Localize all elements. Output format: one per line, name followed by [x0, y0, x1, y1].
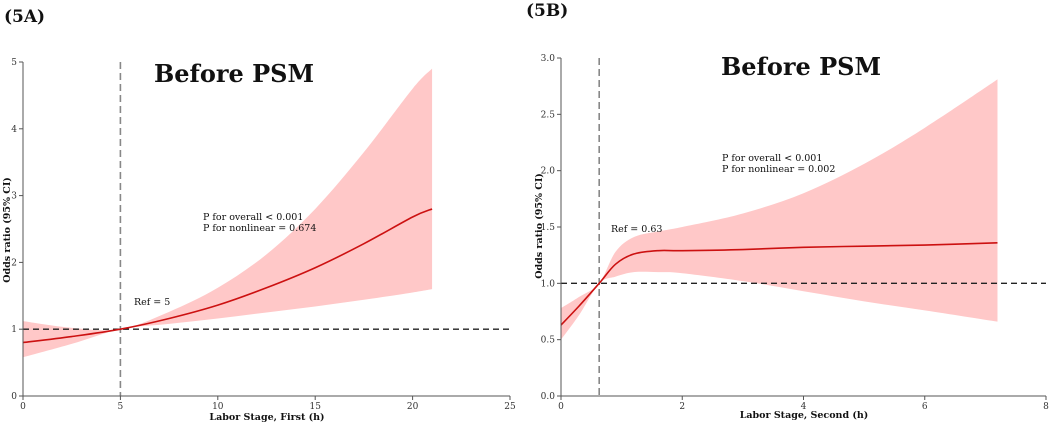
ref-label-5b: Ref = 0.63	[611, 224, 662, 235]
confidence-band	[561, 79, 998, 340]
y-tick-label: 2	[11, 258, 17, 268]
ref-label-5a: Ref = 5	[134, 297, 170, 308]
y-tick-label: 0.5	[541, 336, 556, 346]
annotation-nonlinear-5a: P for nonlinear = 0.674	[203, 223, 316, 234]
panel-5a: (5A) 0 5 10 15 20 25 0 1 2 3 4 5 Before PSM P for o…	[2, 7, 516, 423]
y-tick-label: 0.0	[541, 392, 556, 402]
x-tick-label: 4	[801, 402, 807, 412]
x-axis-title-5a: Labor Stage, First (h)	[209, 412, 324, 423]
x-tick-label: 20	[407, 402, 419, 412]
chart-title-5a: Before PSM	[154, 59, 314, 88]
y-tick-label: 1	[11, 325, 17, 335]
y-tick-label: 4	[11, 125, 17, 135]
plot-area-5b: 0 2 4 6 8 0.0 0.5 1.0 1.5 2.0 2.5 3.0	[541, 54, 1049, 412]
chart-title-5b: Before PSM	[721, 52, 881, 81]
x-tick-label: 6	[922, 402, 928, 412]
y-tick-label: 0	[11, 392, 17, 402]
y-tick-label: 3	[11, 192, 17, 202]
x-tick-label: 5	[118, 402, 124, 412]
y-axis-title-5b: Odds ratio (95% CI)	[534, 173, 545, 279]
x-tick-label: 0	[20, 402, 26, 412]
panel-label-5a: (5A)	[4, 7, 45, 27]
annotation-nonlinear-5b: P for nonlinear = 0.002	[722, 164, 835, 175]
odds-ratio-curve	[560, 241, 998, 326]
y-tick-label: 2.5	[541, 110, 556, 120]
y-tick-label: 1.5	[541, 223, 556, 233]
x-tick-label: 25	[504, 402, 516, 412]
x-tick-label: 8	[1043, 402, 1049, 412]
y-tick-label: 3.0	[541, 54, 556, 64]
annotation-overall-5a: P for overall < 0.001	[203, 212, 303, 223]
y-tick-label: 2.0	[541, 167, 556, 177]
odds-ratio-curve	[22, 208, 433, 344]
x-axis-title-5b: Labor Stage, Second (h)	[740, 410, 869, 421]
y-tick-label: 5	[11, 58, 17, 68]
x-tick-label: 0	[558, 402, 564, 412]
x-tick-label: 10	[212, 402, 224, 412]
x-tick-label: 15	[309, 402, 321, 412]
x-tick-label: 2	[679, 402, 685, 412]
confidence-band	[23, 68, 433, 358]
panel-label-5b: (5B)	[526, 1, 568, 21]
annotation-overall-5b: P for overall < 0.001	[722, 153, 822, 164]
panel-5b: (5B) 0 2 4 6 8 0.0 0.5 1.0 1.5 2.0 2.5 3.0 Before P…	[526, 1, 1049, 421]
y-tick-label: 1.0	[541, 279, 556, 289]
y-axis-title-5a: Odds ratio (95% CI)	[2, 177, 13, 283]
plot-area-5a: 0 5 10 15 20 25 0 1 2 3 4 5	[11, 58, 516, 412]
